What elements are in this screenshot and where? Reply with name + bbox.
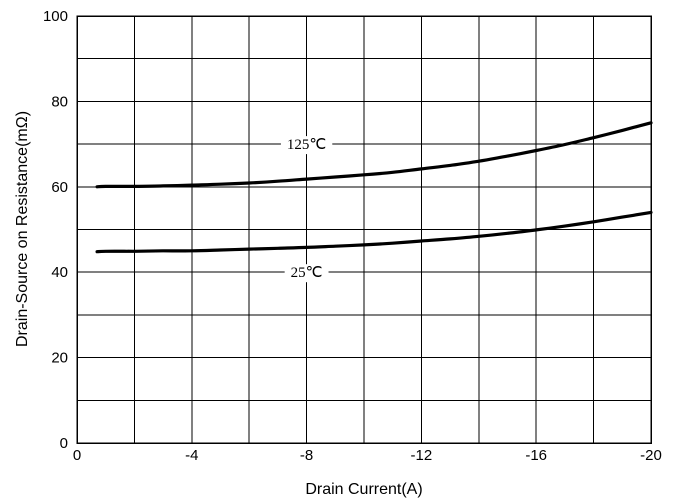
grid-lines [77,16,651,443]
y-axis-ticks: 0 20 40 60 80 100 [43,8,68,452]
y-tick-label: 60 [51,179,68,196]
x-tick-label: -16 [525,447,547,464]
x-tick-label: -4 [185,447,198,464]
x-axis-ticks: 0 -4 -8 -12 -16 -20 [73,447,662,464]
curves [95,121,653,254]
series-line-0 [95,121,653,189]
curve-label-0: 125℃ [280,136,333,155]
y-tick-label: 100 [43,8,68,25]
y-tick-label: 20 [51,350,68,367]
x-tick-label: -20 [640,447,662,464]
curve-labels: 125℃ 25℃ [280,136,333,283]
plot-frame [76,15,652,444]
curve-label-background [284,264,329,283]
curve-label-1: 25℃ [284,264,329,283]
x-tick-label: -12 [411,447,433,464]
x-tick-label: 0 [73,447,81,464]
x-axis-title: Drain Current(A) [305,481,422,498]
series-line-1 [95,210,653,254]
y-tick-label: 80 [51,93,68,110]
y-axis-title: Drain-Source on Resistance(mΩ) [14,111,31,347]
curve-label-text: 125℃ [287,137,326,153]
y-tick-label: 40 [51,264,68,281]
x-tick-label: -8 [300,447,313,464]
y-tick-label: 0 [60,435,68,452]
plot-area: 125℃ 25℃ [76,15,653,444]
curve-label-text: 25℃ [291,265,323,281]
curve-label-background [280,136,333,155]
